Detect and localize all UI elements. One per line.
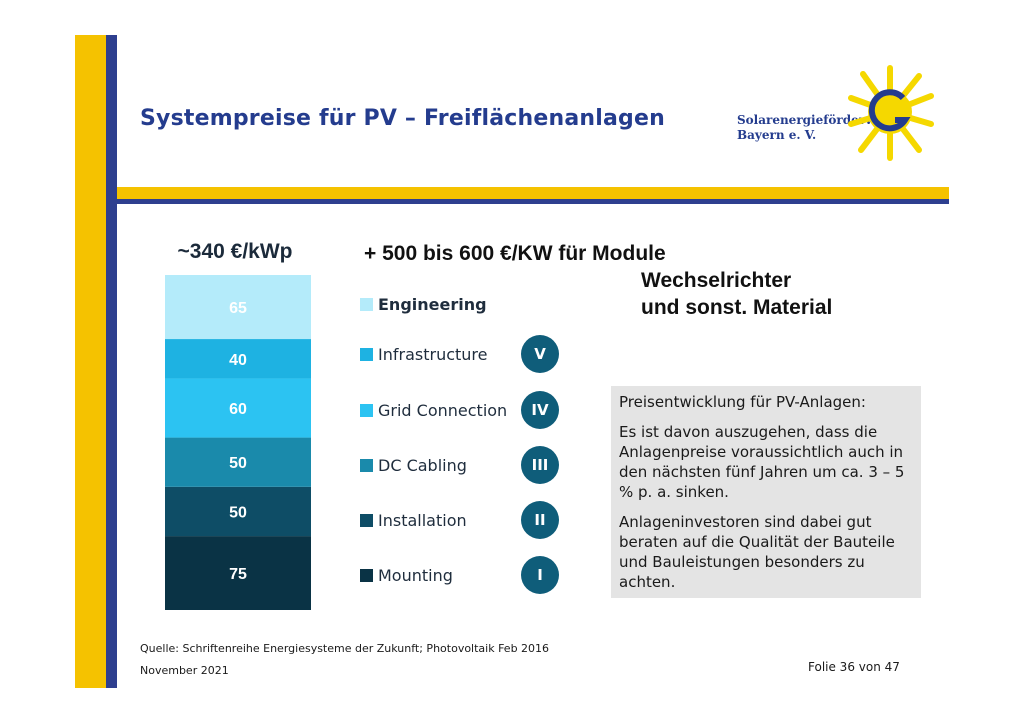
info-box: Preisentwicklung für PV-Anlagen: Es ist … bbox=[611, 386, 921, 598]
header-yellow-rule bbox=[117, 187, 949, 199]
legend-item-infrastructure: Infrastructure bbox=[360, 342, 487, 366]
roman-numeral-badge: I bbox=[521, 556, 559, 594]
legend-item-engineering: Engineering bbox=[360, 292, 487, 316]
legend-swatch bbox=[360, 568, 373, 582]
sun-logo-icon bbox=[848, 65, 934, 161]
bar-segment-grid-connection bbox=[165, 378, 311, 438]
source-note: Quelle: Schriftenreihe Energiesysteme de… bbox=[140, 642, 550, 655]
info-paragraph-1: Es ist davon auszugehen, dass die Anlage… bbox=[619, 423, 905, 501]
legend-swatch bbox=[360, 403, 373, 417]
legend-swatch bbox=[360, 513, 373, 527]
bar-segment-installation bbox=[165, 486, 311, 537]
legend-label: DC Cabling bbox=[378, 455, 467, 475]
roman-numeral-badge: V bbox=[521, 335, 559, 373]
roman-numeral-badge: II bbox=[521, 501, 559, 539]
slide-title: Systempreise für PV – Freiflächenanlagen bbox=[140, 106, 665, 131]
legend-item-mounting: Mounting bbox=[360, 563, 453, 587]
left-yellow-stripe bbox=[75, 35, 106, 688]
chart-title: ~340 €/kWp bbox=[177, 240, 293, 263]
legend-label: Grid Connection bbox=[378, 400, 508, 420]
bar-segment-mounting bbox=[165, 536, 311, 610]
legend-label: Mounting bbox=[378, 565, 453, 585]
bar-value-label: 60 bbox=[229, 401, 247, 418]
info-paragraph-2: Anlageninvestoren sind dabei gut beraten… bbox=[619, 513, 895, 591]
note-line-2: Wechselrichter bbox=[641, 269, 792, 292]
legend-label: Installation bbox=[378, 510, 467, 530]
legend-label: Infrastructure bbox=[378, 344, 488, 364]
legend-swatch bbox=[360, 347, 373, 361]
legend-item-installation: Installation bbox=[360, 508, 467, 532]
logo-line-1: Solarenergieförderverein bbox=[737, 113, 907, 127]
slide-number: Folie 36 von 47 bbox=[808, 660, 900, 674]
bar-value-label: 75 bbox=[229, 566, 247, 583]
date: November 2021 bbox=[140, 664, 229, 677]
info-heading: Preisentwicklung für PV-Anlagen: bbox=[619, 393, 866, 411]
legend-swatch bbox=[360, 458, 373, 472]
bar-segment-infrastructure bbox=[165, 339, 311, 379]
left-blue-stripe bbox=[106, 35, 117, 688]
legend-label: Engineering bbox=[378, 294, 487, 314]
bar-value-label: 50 bbox=[229, 504, 247, 521]
bar-value-label: 65 bbox=[229, 300, 247, 317]
bar-value-label: 40 bbox=[229, 352, 247, 369]
legend-item-dc-cabling: DC Cabling bbox=[360, 453, 467, 477]
note-line-1: + 500 bis 600 €/KW für Module bbox=[364, 242, 666, 265]
note-line-3: und sonst. Material bbox=[641, 296, 833, 319]
roman-numeral-badge: III bbox=[521, 446, 559, 484]
logo-text: Solarenergieförderverein Bayern e. V. bbox=[737, 113, 907, 143]
bar-value-label: 50 bbox=[229, 455, 247, 472]
bar-segment-dc-cabling bbox=[165, 437, 311, 487]
legend-item-grid-connection: Grid Connection bbox=[360, 398, 507, 422]
bar-segment-engineering bbox=[165, 275, 311, 340]
stacked-bar-chart: 75 50 50 60 40 65 bbox=[165, 275, 311, 610]
roman-numeral-badge: IV bbox=[521, 391, 559, 429]
logo-line-2: Bayern e. V. bbox=[737, 128, 817, 142]
header-blue-rule bbox=[117, 199, 949, 204]
legend-swatch bbox=[360, 297, 373, 311]
